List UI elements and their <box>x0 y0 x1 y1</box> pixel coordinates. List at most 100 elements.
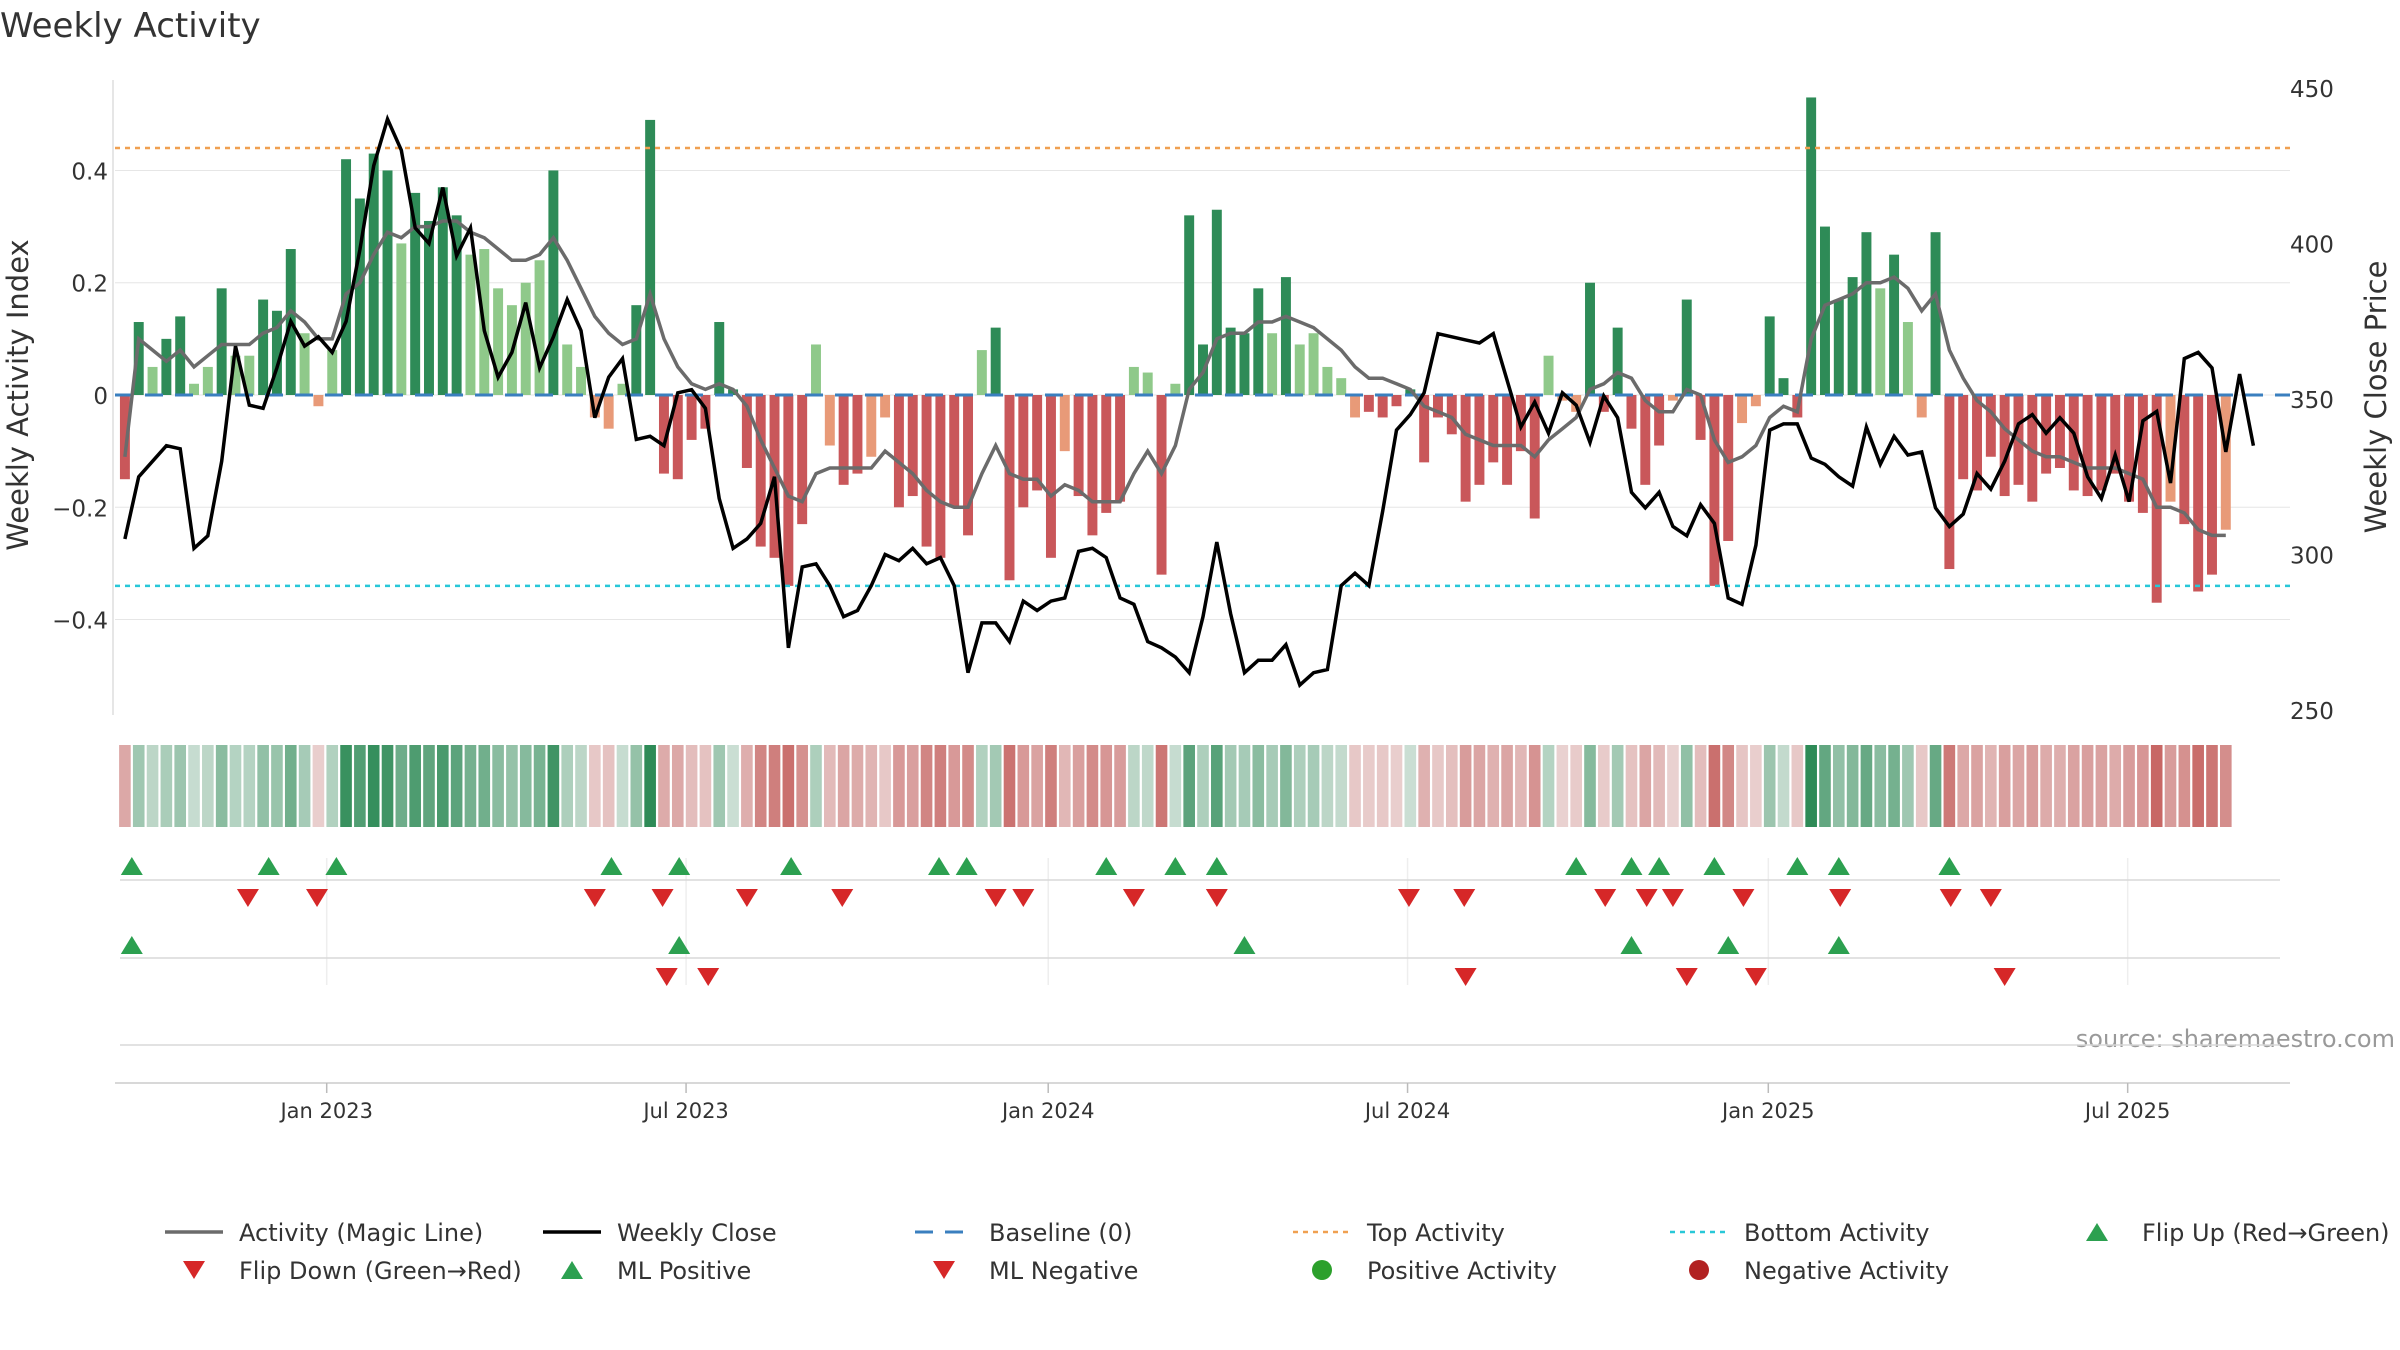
activity-bar-21 <box>410 192 421 395</box>
activity-bar-141 <box>2068 395 2079 491</box>
activity-bar-19 <box>382 170 393 395</box>
activity-bar-36 <box>617 383 628 395</box>
activity-bar-0 <box>119 395 130 480</box>
activity-bar-91 <box>1377 395 1388 418</box>
y-tick-label-4: −0.4 <box>52 609 108 635</box>
strip-cell-12 <box>284 745 297 827</box>
x-tick-label-4: Jan 2025 <box>1720 1099 1815 1123</box>
legend-label-0: Activity (Magic Line) <box>239 1219 483 1247</box>
legend-label-10: Negative Activity <box>1744 1257 1949 1285</box>
x-tick-label-5: Jul 2025 <box>2083 1099 2170 1123</box>
activity-bar-74 <box>1142 372 1153 395</box>
strip-cell-114 <box>1694 745 1707 827</box>
flip-down-marker-14 <box>1661 889 1684 907</box>
activity-bar-130 <box>1916 395 1927 418</box>
strip-cell-127 <box>1874 745 1887 827</box>
strip-cell-150 <box>2192 745 2204 827</box>
strip-cell-125 <box>1846 745 1859 827</box>
strip-cell-58 <box>920 745 933 827</box>
strip-cell-38 <box>644 745 656 827</box>
activity-bar-27 <box>493 288 504 395</box>
y2-tick-label-3: 300 <box>2290 544 2334 570</box>
flip-down-marker-9 <box>1205 889 1228 907</box>
strip-cell-45 <box>741 745 753 827</box>
strip-cell-106 <box>1584 745 1596 827</box>
activity-bar-47 <box>769 395 780 558</box>
activity-bar-13 <box>299 333 310 395</box>
legend-swatch-10 <box>1689 1260 1709 1280</box>
strip-cell-7 <box>215 745 228 827</box>
activity-bar-92 <box>1391 395 1402 407</box>
activity-bar-149 <box>2179 395 2190 525</box>
strip-cell-59 <box>934 745 947 827</box>
strip-cell-96 <box>1445 745 1458 827</box>
activity-bar-52 <box>838 395 849 485</box>
activity-bar-32 <box>562 344 573 395</box>
flip-up-marker-10 <box>1205 857 1228 875</box>
activity-bar-33 <box>576 366 587 395</box>
strip-cell-83 <box>1266 745 1278 827</box>
activity-bar-150 <box>2193 395 2204 592</box>
ml-negative-marker-2 <box>1454 968 1477 986</box>
activity-bar-35 <box>603 395 614 429</box>
activity-bar-3 <box>161 338 172 395</box>
strip-cell-19 <box>381 745 394 827</box>
strip-cell-102 <box>1528 745 1541 827</box>
legend-swatch-6 <box>183 1261 205 1279</box>
strip-cell-119 <box>1763 745 1776 827</box>
activity-bar-94 <box>1419 395 1430 463</box>
activity-bar-82 <box>1253 288 1264 395</box>
y2-tick-label-1: 400 <box>2290 233 2334 259</box>
series-lines <box>123 114 2256 689</box>
activity-bar-119 <box>1764 316 1775 395</box>
activity-bar-84 <box>1280 277 1291 395</box>
strip-cell-41 <box>685 745 698 827</box>
strip-cell-115 <box>1708 745 1721 827</box>
flip-up-marker-5 <box>780 857 803 875</box>
activity-bar-147 <box>2151 395 2162 603</box>
activity-bar-22 <box>424 220 434 395</box>
activity-bar-151 <box>2207 395 2217 575</box>
activity-bar-146 <box>2137 395 2148 513</box>
strip-cell-133 <box>1957 745 1969 827</box>
activity-bar-18 <box>368 153 379 395</box>
strip-cell-136 <box>1998 745 2011 827</box>
strip-cell-75 <box>1155 745 1168 827</box>
activity-bar-90 <box>1363 395 1374 412</box>
flip-down-marker-7 <box>1012 889 1035 907</box>
activity-bar-46 <box>755 395 766 547</box>
strip-cell-135 <box>1985 745 1997 827</box>
activity-bar-15 <box>327 350 338 395</box>
strip-cell-29 <box>519 745 532 827</box>
flip-up-marker-16 <box>1827 857 1850 875</box>
activity-bar-93 <box>1405 389 1416 395</box>
flip-down-marker-5 <box>831 889 854 907</box>
strip-cell-107 <box>1598 745 1610 827</box>
strip-cell-61 <box>962 745 974 827</box>
activity-bar-24 <box>451 215 462 395</box>
strip-cell-42 <box>699 745 712 827</box>
activity-bar-108 <box>1612 327 1623 395</box>
strip-cell-92 <box>1390 745 1403 827</box>
activity-bar-111 <box>1654 395 1665 446</box>
strip-cell-103 <box>1542 745 1555 827</box>
strip-cell-31 <box>547 745 560 827</box>
strip-cell-33 <box>575 745 587 827</box>
strip-cell-97 <box>1459 745 1472 827</box>
activity-bar-31 <box>548 170 559 395</box>
activity-bar-152 <box>2220 395 2231 530</box>
activity-bar-53 <box>852 395 863 474</box>
activity-bar-57 <box>907 395 918 497</box>
activity-bar-49 <box>797 395 808 525</box>
strip-cell-23 <box>437 745 449 827</box>
strip-cell-46 <box>754 745 767 827</box>
legend-label-6: Flip Down (Green→Red) <box>239 1257 522 1285</box>
activity-bar-122 <box>1806 97 1817 395</box>
strip-cell-132 <box>1943 745 1956 827</box>
strip-cell-30 <box>533 745 546 827</box>
activity-bar-10 <box>258 299 269 395</box>
strip-cell-65 <box>1017 745 1030 827</box>
strip-cell-120 <box>1777 745 1790 827</box>
legend-swatch-7 <box>561 1261 583 1279</box>
